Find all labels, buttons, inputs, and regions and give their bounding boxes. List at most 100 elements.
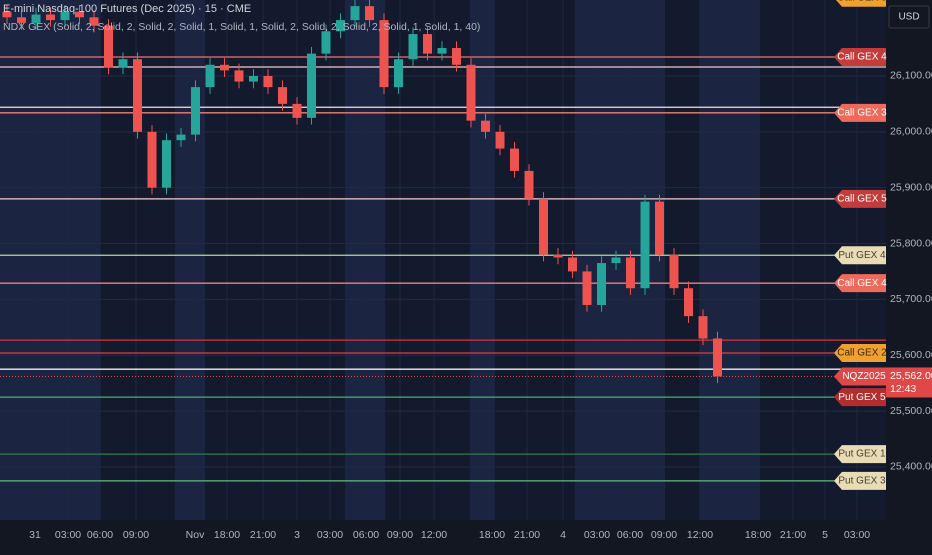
x-tick-label: Nov [186,529,205,541]
level-label-bg [834,343,886,362]
y-tick-label: 25,900.00 [890,181,932,193]
x-tick-label: 06:00 [353,529,379,541]
x-tick-label: 4 [560,529,566,541]
x-tick-label: 06:00 [87,529,113,541]
candle-body [31,14,41,23]
currency-box[interactable] [888,5,930,29]
level-label-bg [834,445,886,464]
candle-body [495,131,505,149]
y-tick-label: 25,600.00 [890,349,932,361]
x-tick-label: 18:00 [479,529,505,541]
y-tick-label: 25,400.00 [890,461,932,473]
level-label-bg [834,388,886,407]
candle-body [292,103,302,118]
candle-body [321,31,331,54]
level-label-bg [834,246,886,265]
candle-body [597,263,606,305]
level-label-bg [834,274,886,293]
candle-body [263,75,273,88]
candle-body [133,59,142,132]
x-tick-label: 09:00 [651,529,677,541]
y-tick-label: 25,500.00 [890,405,932,417]
candle-body [162,140,171,188]
level-label: Call GEX 2 [837,348,887,359]
x-tick-label: 09:00 [387,529,413,541]
candle-body [669,254,679,289]
level-label: Call GEX 4 [837,52,887,63]
candle-body [684,288,693,317]
candle-body [553,254,563,258]
y-tick-label: 25,800.00 [890,237,932,249]
chart-title: E-mini Nasdaq-100 Futures (Dec 2025) · 1… [3,3,251,15]
x-tick-label: 06:00 [617,529,643,541]
x-tick-label: 03:00 [317,529,343,541]
candle-body [176,134,186,141]
y-tick-label: 26,100.00 [890,70,932,82]
price-tag-value: 25,562.00 [890,370,932,382]
candle-body [191,87,200,135]
x-tick-label: 31 [29,529,41,541]
candle-body [582,271,592,305]
symbol-label-bg [834,367,886,386]
x-tick-label: 21:00 [780,529,806,541]
x-tick-label: 21:00 [514,529,540,541]
candle-body [118,59,128,68]
level-label: Put GEX 3 [838,476,886,487]
time-axis [0,520,886,550]
candle-body [350,6,360,21]
candle-body [452,48,461,65]
level-label-bg [834,103,886,122]
candle-body [698,316,708,339]
candle-body [17,17,26,23]
candle-body [46,14,55,21]
level-label: Put GEX 4 [838,250,886,261]
level-label-bg [834,189,886,208]
level-label-bg [834,47,886,66]
candle-body [89,17,99,26]
candle-body [640,201,650,289]
candle-body [2,11,12,18]
candle-body [278,87,287,104]
candle-body [437,48,447,54]
candle-body [524,170,534,199]
x-tick-label: 03:00 [844,529,870,541]
price-tag-countdown: 12:43 [890,383,916,395]
x-tick-label: 03:00 [55,529,81,541]
x-tick-label: 18:00 [745,529,771,541]
candle-body [394,59,403,88]
price-axis [886,0,932,550]
x-tick-label: 18:00 [214,529,240,541]
candle-body [510,148,519,171]
y-tick-label: 26,000.00 [890,126,932,138]
candle-body [379,20,389,88]
candle-body [205,64,215,88]
currency[interactable]: USD [898,12,919,23]
candle-body [655,201,664,255]
indicator-legend: NDX GEX (Solid, 2, Solid, 2, Solid, 2, S… [3,21,480,33]
candle-body [249,75,258,82]
candle-body [408,34,418,60]
candle-body [568,257,577,272]
x-tick-label: 5 [822,529,828,541]
level-label-bg [834,471,886,490]
candle-body [336,20,345,32]
x-tick-label: 09:00 [123,529,149,541]
level-label: Put GEX 1 [838,449,886,460]
x-tick-label: 21:00 [250,529,276,541]
y-tick-label: 25,700.00 [890,293,932,305]
symbol-label: NQZ2025 [842,371,886,382]
candle-body [60,11,70,21]
level-label: Call GEX 3 [837,107,887,118]
candle-body [423,34,432,54]
candle-body [713,338,722,377]
candle-body [626,257,635,289]
level-label: Call GEX 3 [837,0,887,3]
x-tick-label: 03:00 [584,529,610,541]
candle-body [611,257,621,264]
candle-body [147,131,157,188]
level-label: Put GEX 5 [838,392,886,403]
price-tag [886,367,932,398]
